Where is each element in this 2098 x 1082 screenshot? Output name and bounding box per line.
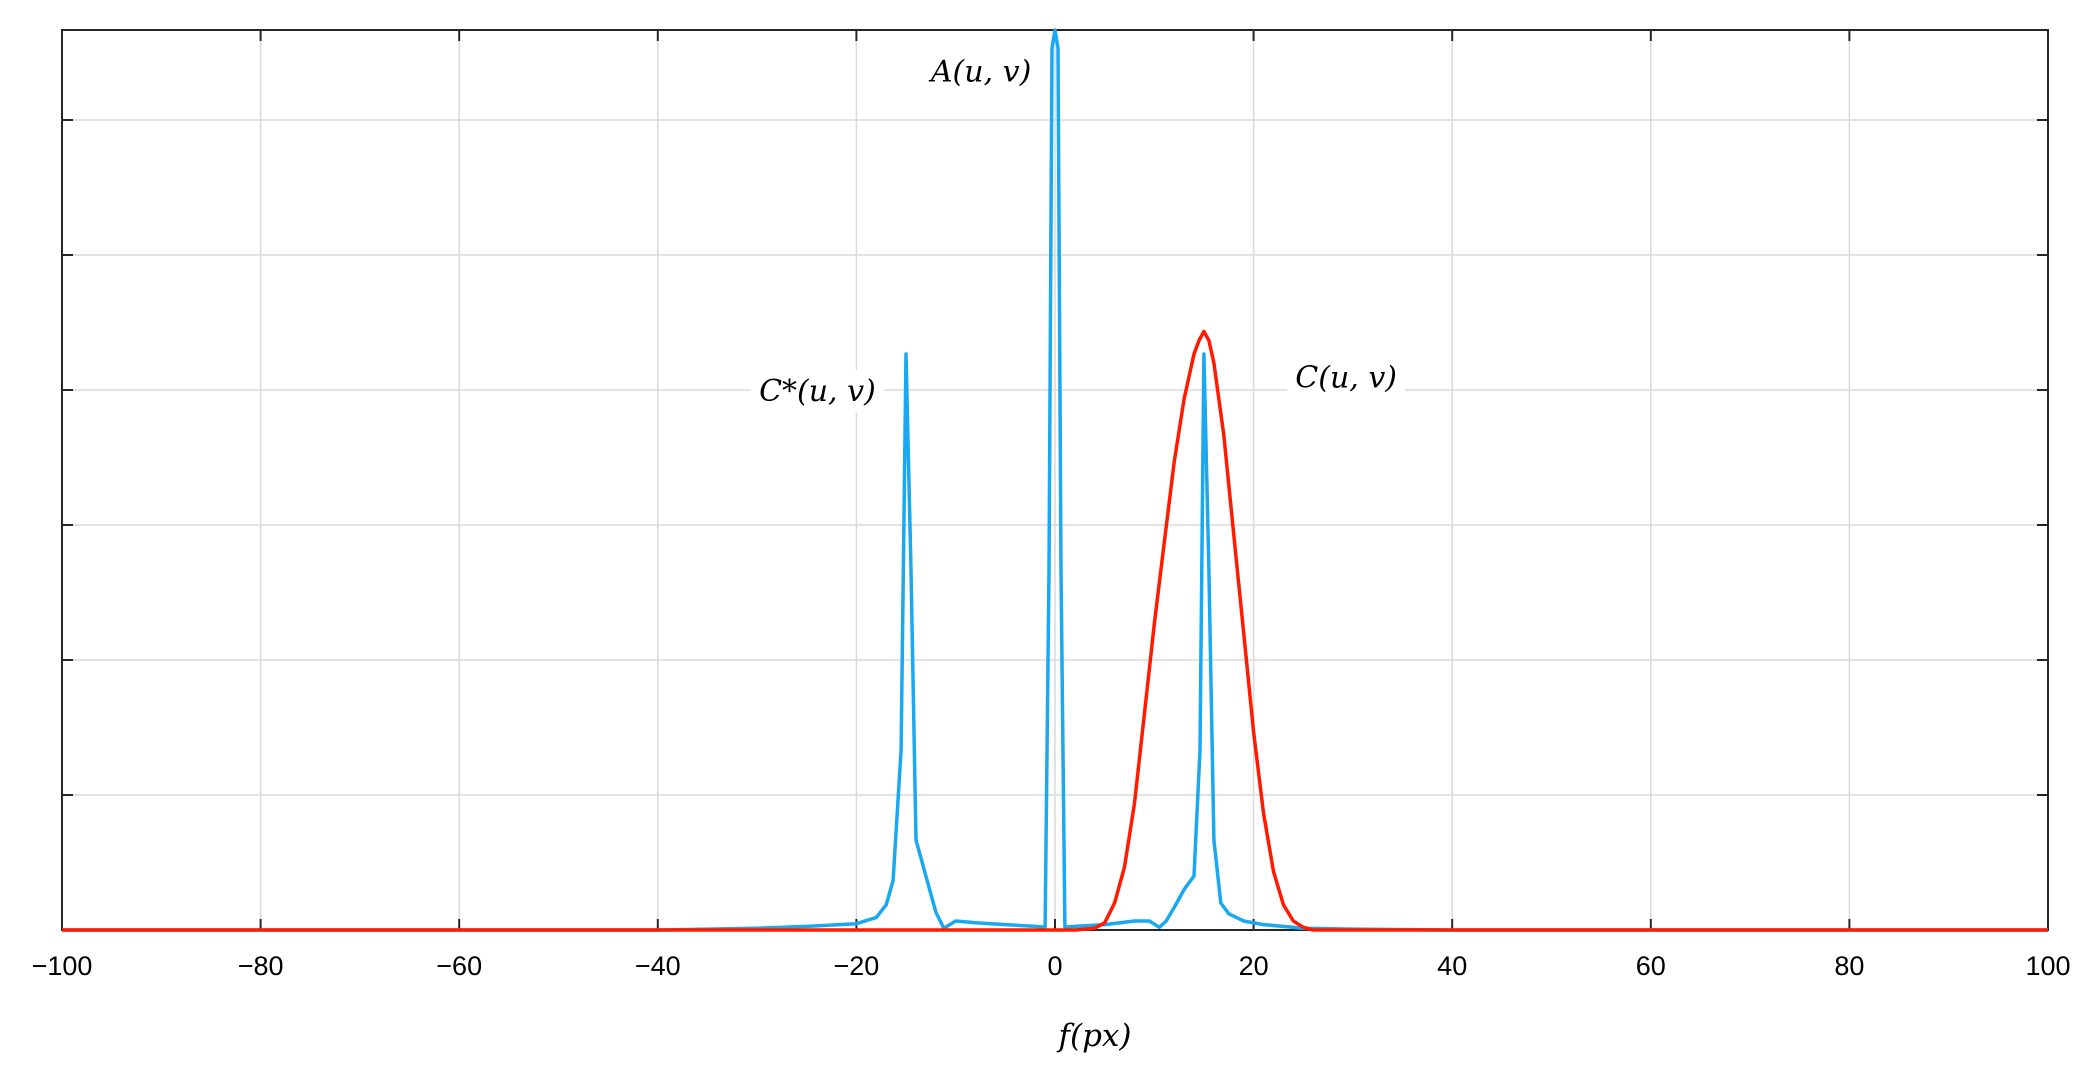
x-tick-label: 0 [1047, 951, 1062, 981]
x-tick-label: 60 [1636, 951, 1666, 981]
series-line-2 [62, 329, 2048, 932]
annotation-background [919, 50, 1040, 94]
x-tick-label: −100 [32, 951, 93, 981]
x-tick-labels: −100 −80 −60 −40 −20 0 20 40 60 80 100 [32, 951, 2071, 981]
series-line-1 [62, 28, 2048, 932]
annotation-label: C*(u, v) [759, 374, 876, 409]
series-lines [62, 28, 2048, 932]
x-tick-label: −80 [238, 951, 284, 981]
x-tick-label: −20 [833, 951, 879, 981]
x-tick-label: −60 [436, 951, 482, 981]
annotation-background [1287, 356, 1406, 400]
peak-annotations: A(u, v) C*(u, v) C(u, v) [751, 50, 1406, 413]
x-tick-label: 20 [1239, 951, 1269, 981]
x-tick-label: −40 [635, 951, 681, 981]
x-tick-label: 40 [1437, 951, 1467, 981]
x-axis-label: f(px) [1057, 1018, 1132, 1054]
annotation: A(u, v) [919, 50, 1040, 94]
annotation-background [751, 370, 884, 413]
annotation: C(u, v) [1287, 356, 1406, 400]
annotation: C*(u, v) [751, 370, 884, 413]
annotation-label: C(u, v) [1295, 361, 1397, 396]
x-tick-label: 80 [1834, 951, 1864, 981]
annotation-label: A(u, v) [928, 55, 1031, 90]
grid-lines [62, 30, 2048, 930]
x-tick-label: 100 [2025, 951, 2070, 981]
